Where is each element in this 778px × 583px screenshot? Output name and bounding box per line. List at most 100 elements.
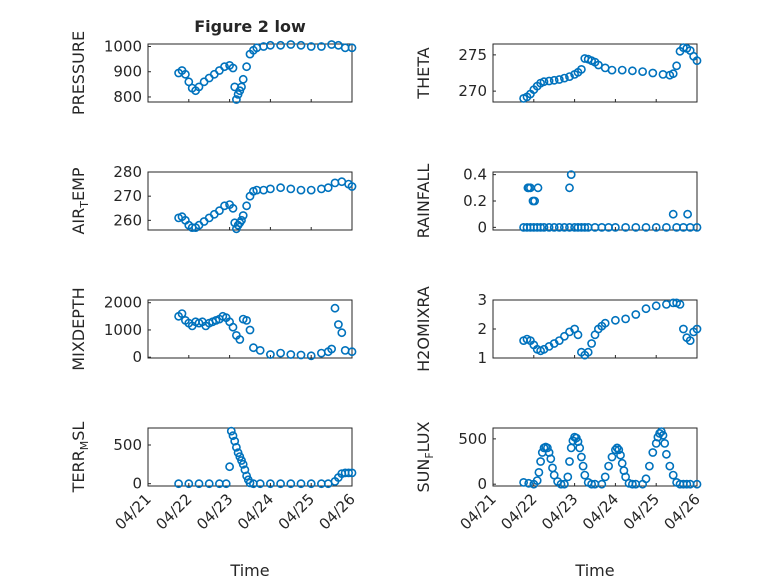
y-tick-label: 1000 xyxy=(104,321,142,339)
data-point xyxy=(265,40,275,50)
data-point xyxy=(566,170,576,179)
data-point xyxy=(286,350,296,359)
data-point xyxy=(577,65,586,74)
y-tick-label: 2000 xyxy=(104,294,142,312)
data-point xyxy=(651,222,661,232)
data-point xyxy=(530,196,539,206)
data-point xyxy=(587,339,596,348)
data-point xyxy=(220,62,229,72)
data-point xyxy=(560,331,569,341)
data-point xyxy=(323,183,333,193)
data-point xyxy=(641,304,651,314)
data-point xyxy=(549,222,559,232)
data-point xyxy=(628,66,637,76)
data-point xyxy=(286,184,296,194)
data-point xyxy=(255,479,265,489)
data-point xyxy=(692,222,702,232)
data-point xyxy=(533,183,543,193)
data-point xyxy=(575,443,585,453)
data-point xyxy=(565,183,574,193)
data-point xyxy=(679,324,688,334)
data-point xyxy=(565,72,574,81)
data-point xyxy=(333,320,343,329)
data-point xyxy=(560,222,569,232)
y-axis-label: AIRTEMP xyxy=(69,167,91,234)
data-point xyxy=(347,347,357,357)
data-point xyxy=(631,222,641,232)
data-point xyxy=(544,222,554,232)
data-point xyxy=(692,56,702,66)
data-point xyxy=(276,183,285,193)
data-point xyxy=(235,335,245,344)
data-point xyxy=(174,479,183,489)
data-point xyxy=(560,73,569,83)
data-point xyxy=(604,461,613,471)
data-point xyxy=(238,459,248,469)
data-point xyxy=(563,472,573,482)
data-point xyxy=(327,344,336,354)
data-point xyxy=(631,310,641,319)
data-point xyxy=(245,478,255,488)
data-point xyxy=(658,430,668,440)
data-point xyxy=(180,69,190,79)
data-point xyxy=(621,314,630,324)
data-point xyxy=(600,318,610,328)
data-point xyxy=(228,322,238,332)
y-tick-label: 260 xyxy=(113,211,142,229)
data-point xyxy=(306,185,316,195)
y-tick-label: 280 xyxy=(113,163,142,181)
data-point xyxy=(238,211,248,220)
data-point xyxy=(641,474,651,484)
data-point xyxy=(306,351,316,361)
data-point xyxy=(628,479,637,489)
y-tick-label: 275 xyxy=(458,46,487,64)
chart-title: Figure 2 low xyxy=(194,17,306,36)
data-point xyxy=(668,209,678,219)
data-point xyxy=(539,222,549,232)
data-point xyxy=(692,324,702,334)
data-point xyxy=(554,336,564,345)
data-point xyxy=(556,479,566,489)
data-point xyxy=(539,77,549,87)
data-point xyxy=(296,479,306,489)
data-point xyxy=(668,470,678,480)
data-point xyxy=(286,479,296,489)
data-point xyxy=(675,299,685,309)
data-point xyxy=(238,74,248,84)
y-axis-label: RAINFALL xyxy=(414,164,433,239)
axes-frame xyxy=(492,171,698,231)
data-point xyxy=(668,69,678,79)
subplot-1: 800 900 1000 PRESSURE Figure 2 low xyxy=(69,17,357,115)
data-point xyxy=(660,438,670,448)
x-axis-label: Time xyxy=(574,561,614,580)
data-point xyxy=(549,470,559,480)
data-point xyxy=(231,95,241,104)
data-point xyxy=(344,468,353,478)
y-tick-label: 500 xyxy=(113,436,142,454)
data-point xyxy=(286,40,296,49)
subplot-5: 0 1000 2000 MIXDEPTH xyxy=(69,287,357,371)
data-point xyxy=(621,472,630,482)
y-tick-label: 2 xyxy=(477,320,487,338)
data-point xyxy=(648,68,658,78)
y-axis-label: SUNFLUX xyxy=(414,421,436,492)
data-point xyxy=(543,443,552,453)
data-point xyxy=(221,479,231,489)
data-point xyxy=(577,452,586,462)
data-point xyxy=(306,479,316,489)
data-point xyxy=(265,184,275,194)
data-point xyxy=(672,61,681,71)
data-point xyxy=(242,62,251,72)
data-point xyxy=(607,452,617,462)
data-point xyxy=(648,448,658,457)
subplot-6: 1 2 3 H2OMIXRA xyxy=(414,286,702,372)
data-point xyxy=(611,222,620,232)
data-point xyxy=(220,201,229,211)
data-point xyxy=(662,449,671,459)
data-point xyxy=(560,479,569,489)
y-axis-label: H2OMIXRA xyxy=(414,286,433,372)
data-point xyxy=(347,43,357,53)
data-point xyxy=(532,476,542,485)
data-point xyxy=(638,67,647,76)
data-point xyxy=(194,479,204,489)
